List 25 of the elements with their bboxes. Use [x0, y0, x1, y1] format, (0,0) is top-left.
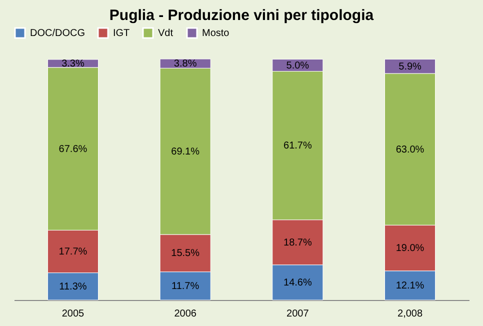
data-label: 3.3% — [62, 58, 84, 70]
data-label: 19.0% — [396, 242, 424, 254]
data-label: 67.6% — [58, 144, 88, 155]
legend-label: DOC/DOCG — [30, 28, 86, 39]
data-label: 63.0% — [396, 144, 424, 156]
chart-title: Puglia - Produzione vini per tipologia — [109, 7, 374, 24]
x-tick-label: 2006 — [174, 308, 197, 320]
x-tick-label: 2005 — [62, 308, 85, 320]
data-label: 5.9% — [398, 61, 422, 72]
legend-label: Mosto — [202, 28, 230, 39]
data-label: 17.7% — [58, 246, 88, 258]
data-label: 11.7% — [172, 280, 200, 292]
data-label: 15.5% — [171, 248, 200, 260]
legend-label: IGT — [113, 28, 130, 39]
data-label: 12.1% — [396, 280, 424, 292]
data-label: 61.7% — [283, 140, 312, 152]
data-label: 5.0% — [286, 60, 310, 72]
data-label: 18.7% — [283, 237, 312, 248]
data-label: 3.8% — [174, 58, 197, 70]
legend-label: Vdt — [158, 28, 174, 39]
x-tick-label: 2007 — [286, 308, 310, 320]
data-label: 14.6% — [283, 277, 312, 288]
data-label: 69.1% — [171, 146, 200, 158]
data-label: 11.3% — [59, 281, 87, 292]
x-tick-label: 2,008 — [398, 308, 423, 320]
